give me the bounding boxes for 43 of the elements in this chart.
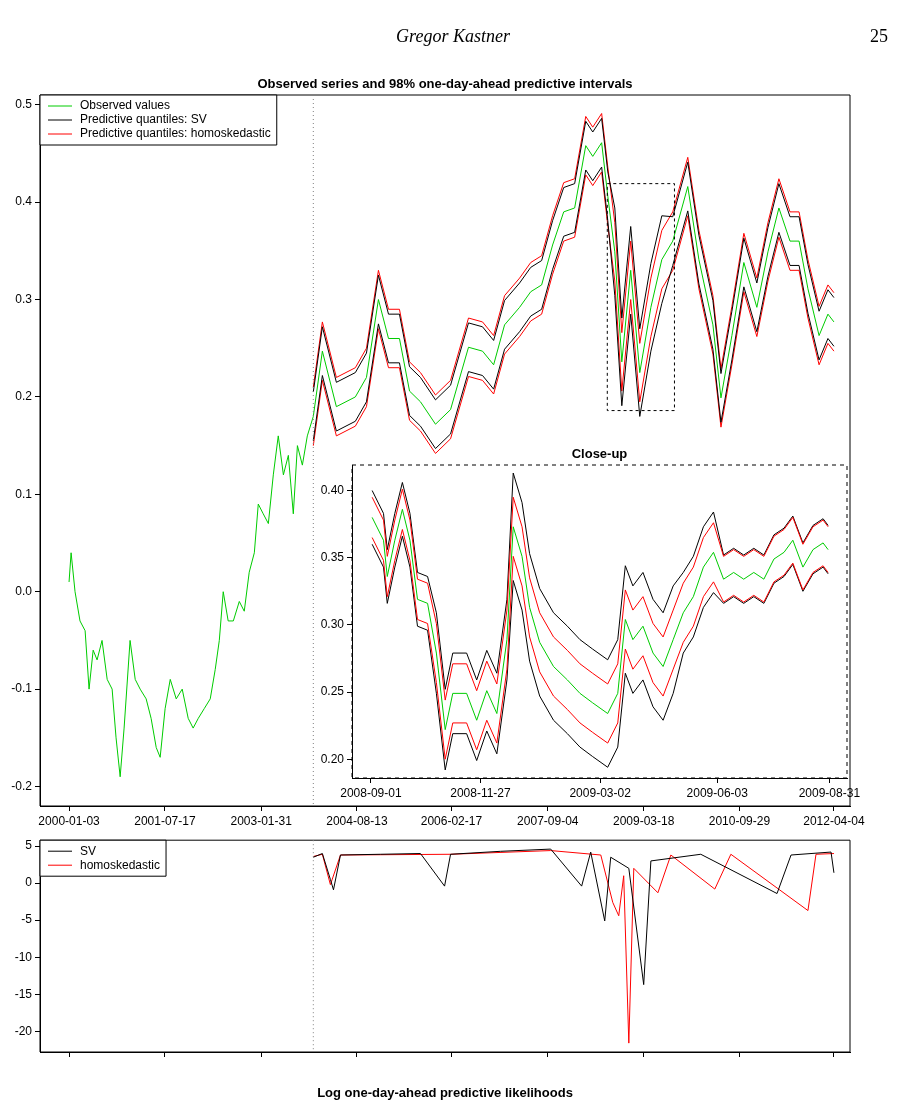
text: 25: [870, 26, 888, 47]
x-tick-label: 2009-06-03: [686, 785, 749, 800]
x-tick-label: 2001-07-17: [134, 813, 196, 828]
x-tick-label: 2010-09-29: [708, 813, 771, 828]
x-tick-label: 2008-11-27: [450, 785, 512, 800]
y-tick-label: 0.5: [15, 97, 33, 112]
legend-label: Predictive quantiles: homoskedastic: [80, 126, 271, 141]
y-tick-label: 0: [25, 875, 33, 890]
legend-label: Observed values: [80, 98, 171, 113]
y-tick-label: 0.2: [15, 389, 33, 404]
y-tick-label: 0.20: [320, 751, 345, 766]
text: Gregor Kastner: [396, 26, 510, 46]
y-tick-label: -0.1: [11, 681, 33, 696]
legend-label: homoskedastic: [80, 857, 161, 872]
legend-label: Predictive quantiles: SV: [80, 112, 207, 127]
x-tick-label: 2009-03-18: [613, 813, 675, 828]
y-tick-label: -5: [21, 912, 33, 927]
y-tick-label: 0.30: [320, 617, 345, 632]
x-tick-label: 2012-04-04: [803, 813, 865, 828]
x-axis-title: Log one-day-ahead predictive likelihoods: [317, 1084, 573, 1100]
y-tick-label: 0.35: [320, 550, 345, 564]
y-tick-label: -15: [14, 986, 33, 1001]
chart-title: Close-up: [571, 446, 628, 462]
x-tick-label: 2009-03-02: [569, 785, 632, 800]
y-tick-label: 0.0: [15, 584, 33, 599]
y-tick-label: 0.3: [15, 291, 33, 306]
y-tick-label: 0.1: [15, 486, 33, 501]
y-tick-label: 0.4: [15, 194, 33, 209]
chart-title: Observed series and 98% one-day-ahead predictive intervals: [257, 76, 633, 92]
y-tick-label: 0.25: [320, 684, 345, 699]
y-tick-label: 5: [25, 838, 33, 853]
x-tick-label: 2007-09-04: [517, 813, 579, 828]
y-tick-label: -20: [14, 1023, 33, 1038]
x-tick-label: 2004-08-13: [326, 813, 388, 828]
y-tick-label: -10: [14, 949, 33, 964]
x-tick-label: 2000-01-03: [38, 813, 101, 828]
x-tick-label: 2009-08-31: [798, 785, 861, 800]
x-tick-label: 2008-09-01: [340, 785, 402, 800]
y-tick-label: 0.40: [320, 482, 345, 497]
y-tick-label: -0.2: [11, 778, 33, 793]
legend-label: SV: [80, 843, 97, 858]
x-tick-label: 2003-01-31: [230, 813, 293, 828]
x-tick-label: 2006-02-17: [420, 813, 483, 828]
